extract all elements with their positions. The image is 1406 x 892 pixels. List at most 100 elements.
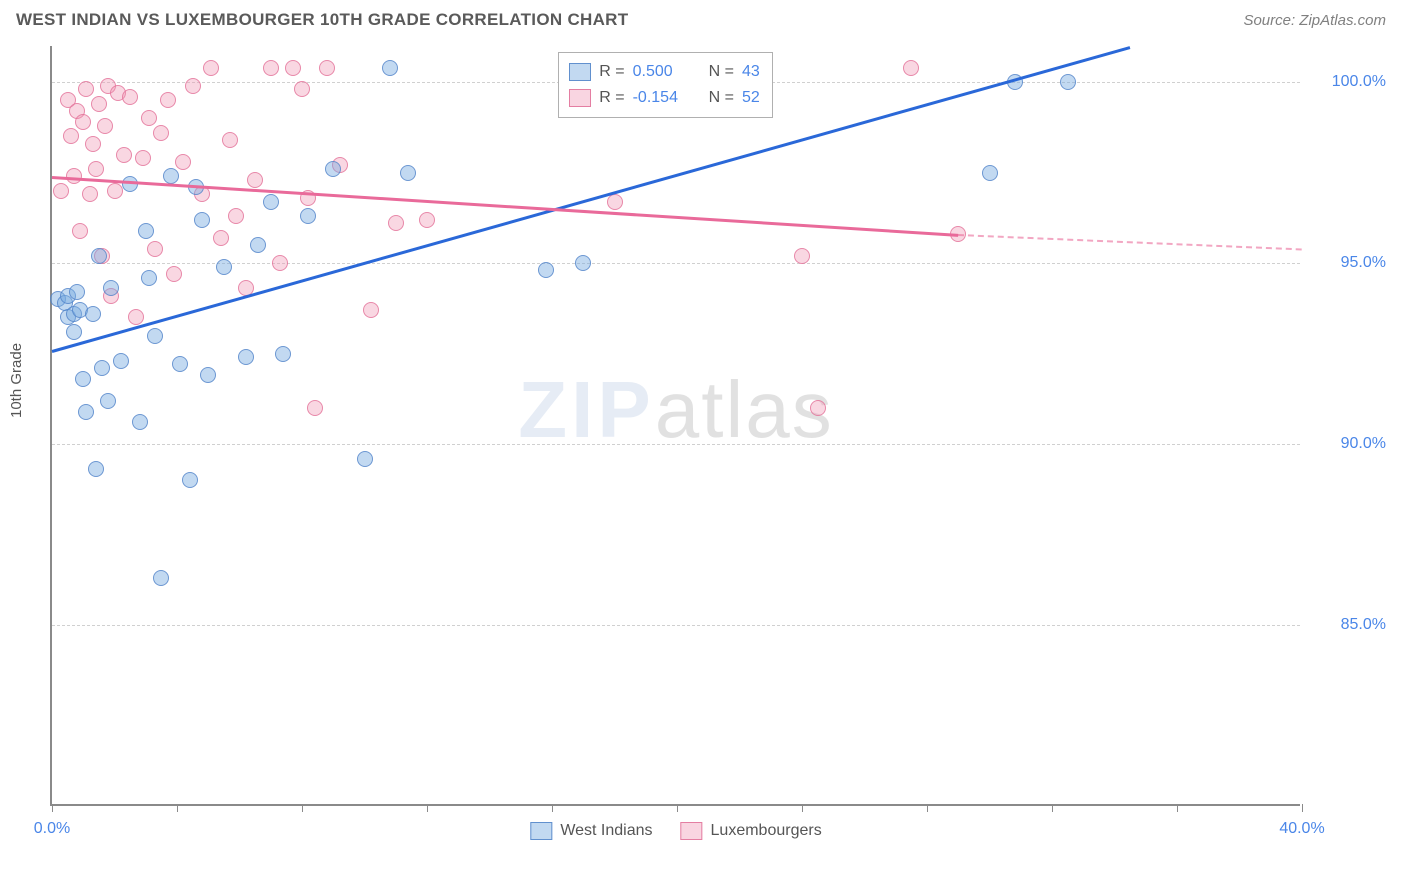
- data-point: [307, 400, 323, 416]
- data-point: [203, 60, 219, 76]
- data-point: [141, 110, 157, 126]
- stats-legend-row: R =-0.154N =52: [569, 85, 759, 111]
- data-point: [222, 132, 238, 148]
- x-tick-label: 0.0%: [34, 820, 70, 838]
- data-point: [97, 118, 113, 134]
- data-point: [300, 208, 316, 224]
- chart-container: 10th Grade ZIPatlas 85.0%90.0%95.0%100.0…: [0, 38, 1406, 892]
- data-point: [263, 194, 279, 210]
- data-point: [82, 186, 98, 202]
- data-point: [250, 237, 266, 253]
- data-point: [91, 96, 107, 112]
- data-point: [213, 230, 229, 246]
- plot-area: ZIPatlas 85.0%90.0%95.0%100.0%0.0%40.0%R…: [50, 46, 1300, 806]
- data-point: [72, 223, 88, 239]
- legend-item: Luxembourgers: [681, 822, 822, 840]
- legend-item: West Indians: [530, 822, 652, 840]
- data-point: [78, 81, 94, 97]
- data-point: [903, 60, 919, 76]
- gridline-h: [52, 263, 1300, 264]
- data-point: [135, 150, 151, 166]
- y-tick-label: 85.0%: [1310, 616, 1386, 634]
- y-axis-label: 10th Grade: [8, 343, 25, 418]
- data-point: [66, 324, 82, 340]
- x-tick: [177, 804, 178, 812]
- r-label: R =: [599, 63, 624, 81]
- data-point: [69, 284, 85, 300]
- data-point: [247, 172, 263, 188]
- x-tick: [677, 804, 678, 812]
- trend-line: [52, 176, 958, 237]
- data-point: [182, 472, 198, 488]
- data-point: [382, 60, 398, 76]
- data-point: [272, 255, 288, 271]
- n-label: N =: [709, 63, 734, 81]
- legend-swatch: [530, 822, 552, 840]
- data-point: [794, 248, 810, 264]
- data-point: [141, 270, 157, 286]
- data-point: [810, 400, 826, 416]
- x-tick-label: 40.0%: [1279, 820, 1324, 838]
- data-point: [200, 367, 216, 383]
- y-tick-label: 100.0%: [1310, 73, 1386, 91]
- data-point: [294, 81, 310, 97]
- x-tick: [552, 804, 553, 812]
- data-point: [147, 328, 163, 344]
- data-point: [363, 302, 379, 318]
- data-point: [319, 60, 335, 76]
- x-tick: [1052, 804, 1053, 812]
- data-point: [163, 168, 179, 184]
- data-point: [153, 125, 169, 141]
- source-attribution: Source: ZipAtlas.com: [1243, 12, 1386, 29]
- data-point: [122, 89, 138, 105]
- data-point: [357, 451, 373, 467]
- data-point: [63, 128, 79, 144]
- data-point: [103, 280, 119, 296]
- legend-swatch: [569, 89, 591, 107]
- legend-swatch: [569, 63, 591, 81]
- data-point: [113, 353, 129, 369]
- chart-title: WEST INDIAN VS LUXEMBOURGER 10TH GRADE C…: [16, 10, 628, 30]
- legend-label: Luxembourgers: [711, 822, 822, 840]
- x-tick: [802, 804, 803, 812]
- gridline-h: [52, 444, 1300, 445]
- x-tick: [427, 804, 428, 812]
- n-label: N =: [709, 89, 734, 107]
- data-point: [166, 266, 182, 282]
- x-tick: [927, 804, 928, 812]
- data-point: [538, 262, 554, 278]
- data-point: [275, 346, 291, 362]
- data-point: [138, 223, 154, 239]
- data-point: [78, 404, 94, 420]
- n-value: 52: [742, 89, 760, 107]
- gridline-h: [52, 625, 1300, 626]
- r-value: 0.500: [633, 63, 691, 81]
- x-tick: [302, 804, 303, 812]
- data-point: [175, 154, 191, 170]
- legend-label: West Indians: [560, 822, 652, 840]
- data-point: [153, 570, 169, 586]
- stats-legend: R =0.500N =43R =-0.154N =52: [558, 52, 772, 118]
- data-point: [116, 147, 132, 163]
- data-point: [88, 161, 104, 177]
- data-point: [575, 255, 591, 271]
- data-point: [982, 165, 998, 181]
- legend-swatch: [681, 822, 703, 840]
- n-value: 43: [742, 63, 760, 81]
- data-point: [325, 161, 341, 177]
- data-point: [400, 165, 416, 181]
- data-point: [132, 414, 148, 430]
- data-point: [91, 248, 107, 264]
- data-point: [172, 356, 188, 372]
- data-point: [88, 461, 104, 477]
- data-point: [388, 215, 404, 231]
- trend-line: [958, 234, 1302, 250]
- data-point: [419, 212, 435, 228]
- data-point: [194, 212, 210, 228]
- data-point: [285, 60, 301, 76]
- data-point: [107, 183, 123, 199]
- data-point: [160, 92, 176, 108]
- data-point: [85, 136, 101, 152]
- x-tick: [1302, 804, 1303, 812]
- data-point: [185, 78, 201, 94]
